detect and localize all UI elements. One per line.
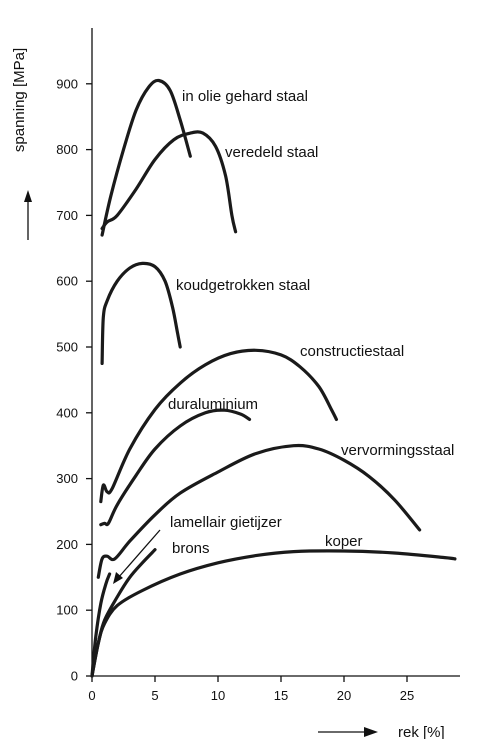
y-axis-arrow-head — [24, 190, 32, 202]
x-axis-title-group: rek [%] — [318, 724, 445, 739]
series-line-veredeld-staal — [100, 130, 238, 234]
series-line-duraluminium — [99, 408, 252, 527]
curves-group — [90, 78, 457, 678]
series-line-constructiestaal — [99, 348, 338, 504]
series-label-brons: brons — [172, 540, 210, 557]
ticks-group: 0 100 200 300 400 500 600 700 800 900 0 5 10 15 20 25 — [56, 76, 414, 703]
y-tick-label-600: 600 — [56, 274, 78, 289]
series-label-veredeld-staal: veredeld staal — [225, 144, 318, 161]
x-tick-label-10: 10 — [211, 688, 225, 703]
y-axis-title: spanning [MPa] — [11, 48, 28, 152]
series-label-koudgetrokken-staal: koudgetrokken staal — [176, 277, 310, 294]
series-label-constructiestaal: constructiestaal — [300, 343, 404, 360]
y-tick-label-800: 800 — [56, 142, 78, 157]
y-tick-label-900: 900 — [56, 76, 78, 91]
series-label-koper: koper — [325, 533, 363, 550]
x-tick-label-15: 15 — [274, 688, 288, 703]
series-line-koper — [90, 549, 457, 678]
series-labels-group: in olie gehard staal veredeld staal koudge… — [168, 88, 454, 557]
series-label-lamellair-gietijzer: lamellair gietijzer — [170, 514, 282, 531]
series-label-duraluminium: duraluminium — [168, 396, 258, 413]
y-tick-label-300: 300 — [56, 471, 78, 486]
x-tick-label-25: 25 — [400, 688, 414, 703]
lamellair-gietijzer-pointer — [117, 529, 161, 579]
y-tick-label-500: 500 — [56, 340, 78, 355]
x-tick-label-0: 0 — [88, 688, 95, 703]
y-tick-label-700: 700 — [56, 208, 78, 223]
x-tick-label-5: 5 — [151, 688, 158, 703]
series-label-in-olie-gehard-staal: in olie gehard staal — [182, 88, 308, 105]
y-tick-label-200: 200 — [56, 537, 78, 552]
y-tick-label-100: 100 — [56, 603, 78, 618]
series-line-lamellair-gietijzer — [90, 572, 112, 678]
x-tick-label-20: 20 — [337, 688, 351, 703]
series-line-vervormingsstaal — [96, 443, 422, 579]
y-tick-label-400: 400 — [56, 405, 78, 420]
y-tick-label-0: 0 — [71, 669, 78, 684]
series-line-koudgetrokken-staal — [100, 261, 182, 365]
series-label-vervormingsstaal: vervormingsstaal — [341, 442, 454, 459]
x-axis-title: rek [%] — [398, 724, 445, 739]
x-axis-arrow-head — [364, 727, 378, 737]
series-line-brons — [90, 548, 157, 678]
y-axis-title-group: spanning [MPa] — [11, 48, 32, 240]
lamellair-gietijzer-arrowhead — [113, 572, 123, 584]
series-line-in-olie-gehard-staal — [100, 78, 192, 237]
